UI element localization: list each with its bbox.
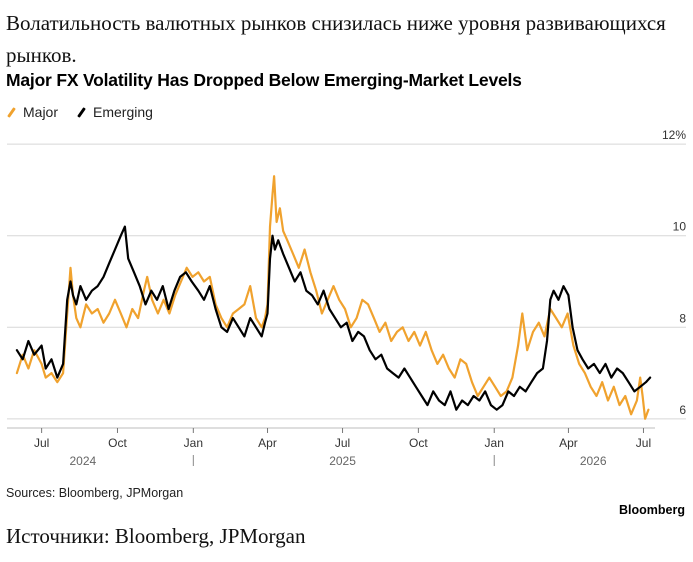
x-tick-label: Jul	[636, 436, 651, 450]
y-tick-label: 6	[679, 403, 686, 417]
x-tick-label: Jul	[34, 436, 49, 450]
bloomberg-logo: Bloomberg	[619, 503, 685, 517]
legend-swatch-emerging	[77, 106, 86, 118]
legend-swatch-major	[7, 106, 16, 118]
x-tick-label: Jul	[335, 436, 350, 450]
line-chart: 6 8 10 12% Jul Oct Jan Apr Jul Oct Jan Apr Jul 2024 20…	[7, 128, 687, 468]
x-tick-label: Jan	[485, 436, 504, 450]
x-year-label: 2025	[329, 454, 356, 468]
sources-note: Sources: Bloomberg, JPMorgan	[6, 486, 184, 500]
x-tick-label: Apr	[258, 436, 277, 450]
x-tick-label: Jan	[184, 436, 203, 450]
legend-item-emerging: Emerging	[76, 104, 153, 120]
legend-label-emerging: Emerging	[93, 104, 153, 120]
series-line-emerging	[15, 225, 652, 411]
chart-legend: Major Emerging	[6, 104, 153, 120]
sources-note-ru: Источники: Bloomberg, JPMorgan	[6, 524, 306, 548]
series-line-major	[15, 175, 650, 420]
y-tick-label: 10	[673, 220, 687, 234]
x-year-label: 2024	[69, 454, 96, 468]
x-tick-label: Oct	[409, 436, 428, 450]
y-tick-label: 8	[679, 311, 686, 325]
page-title-ru: Волатильность валютных рынков снизилась …	[6, 11, 666, 67]
x-year-label: 2026	[580, 454, 607, 468]
y-tick-label: 12%	[662, 128, 686, 142]
chart-title: Major FX Volatility Has Dropped Below Em…	[6, 70, 522, 90]
x-tick-label: Apr	[559, 436, 578, 450]
legend-label-major: Major	[23, 104, 59, 120]
x-tick-label: Oct	[108, 436, 127, 450]
legend-item-major: Major	[6, 104, 58, 120]
